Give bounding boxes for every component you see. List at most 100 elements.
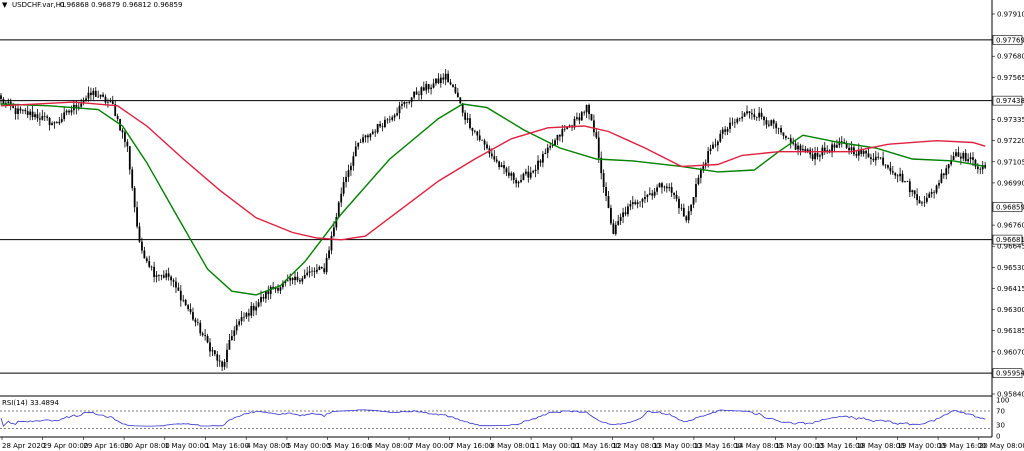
- candle-body: [289, 277, 292, 281]
- candle-body: [848, 147, 850, 151]
- candle-body: [170, 276, 172, 281]
- candle-body: [573, 118, 576, 128]
- candle-body: [870, 157, 872, 159]
- candle-body: [243, 316, 245, 318]
- candle-body: [507, 172, 510, 176]
- candle-body: [678, 198, 680, 209]
- candle-body: [415, 91, 418, 95]
- candle-body: [201, 333, 204, 336]
- candle-body: [102, 94, 104, 97]
- price-tick-label: 0.96185: [997, 327, 1024, 335]
- candle-body: [19, 108, 22, 111]
- candle-body: [738, 118, 741, 119]
- candle-body: [716, 141, 719, 146]
- candle-body: [245, 313, 248, 317]
- rsi-label: RSI(14) 33.4894: [2, 399, 59, 407]
- rsi-axis-ticks: 100 70 30 0: [996, 397, 1009, 441]
- candle-body: [967, 159, 970, 162]
- candle-body: [765, 120, 768, 125]
- candle-body: [218, 360, 221, 362]
- candle-body: [396, 113, 398, 116]
- candle-body: [850, 147, 853, 151]
- candle-body: [350, 165, 352, 171]
- candle-body: [495, 159, 498, 162]
- candle-body: [7, 101, 10, 103]
- candle-body: [670, 187, 673, 193]
- candle-body: [345, 177, 347, 183]
- candle-body: [420, 87, 423, 96]
- time-tick-label: 5 May 00:00: [287, 442, 331, 450]
- candle-body: [179, 290, 182, 301]
- time-tick-label: 15 May 00:00: [775, 442, 823, 450]
- candle-body: [43, 116, 46, 117]
- candle-body: [97, 96, 100, 98]
- candle-body: [128, 146, 131, 170]
- candle-body: [291, 277, 294, 281]
- candle-body: [281, 283, 284, 288]
- price-tick-label: 0.96300: [997, 306, 1024, 314]
- candle-body: [600, 157, 603, 174]
- candle-body: [247, 313, 250, 316]
- price-tick-label: 0.97680: [997, 53, 1024, 61]
- candle-body: [354, 146, 357, 157]
- candle-body: [447, 73, 450, 83]
- candle-body: [680, 207, 683, 209]
- candle-body: [213, 350, 216, 355]
- candle-body: [639, 201, 641, 203]
- candle-body: [162, 275, 165, 278]
- candle-body: [923, 201, 926, 203]
- candle-body: [60, 119, 63, 122]
- candle-body: [673, 192, 676, 195]
- rsi-tick-label: 0: [996, 433, 1000, 441]
- candle-body: [743, 113, 746, 117]
- candle-body: [721, 129, 724, 134]
- candle-body: [381, 126, 384, 127]
- candle-body: [777, 127, 780, 129]
- candle-body: [107, 102, 109, 103]
- candle-body: [588, 104, 590, 114]
- candle-body: [473, 130, 476, 132]
- candle-body: [192, 312, 194, 320]
- candle-body: [802, 149, 804, 151]
- candle-body: [955, 152, 957, 156]
- candle-body: [891, 171, 894, 173]
- candle-body: [753, 114, 756, 118]
- candle-body: [410, 97, 413, 102]
- candle-body: [150, 266, 153, 268]
- candle-body: [561, 129, 564, 137]
- candle-body: [510, 173, 513, 176]
- time-tick-label: 4 May 08:00: [246, 442, 290, 450]
- candle-body: [648, 193, 651, 195]
- candle-body: [158, 275, 160, 276]
- header-arrow-icon[interactable]: ▼: [2, 1, 8, 9]
- candle-body: [114, 104, 117, 117]
- candle-body: [697, 177, 700, 185]
- candle-body: [369, 133, 372, 138]
- moving-averages: [0, 101, 986, 296]
- candle-body: [325, 258, 328, 273]
- candle-body: [736, 118, 739, 123]
- candle-body: [823, 147, 826, 152]
- candle-body: [614, 224, 617, 234]
- candle-body: [269, 286, 272, 295]
- candle-body: [328, 250, 330, 259]
- candle-body: [189, 309, 192, 313]
- candle-body: [362, 137, 364, 143]
- candle-body: [908, 181, 911, 193]
- candle-body: [539, 160, 542, 163]
- candle-body: [391, 117, 394, 120]
- candle-body: [145, 258, 148, 262]
- candle-body: [957, 152, 960, 157]
- candle-body: [223, 362, 226, 367]
- candle-body: [65, 110, 68, 113]
- candle-body: [437, 78, 440, 84]
- candle-body: [699, 169, 702, 178]
- price-tick-label: 0.97335: [997, 116, 1024, 124]
- candle-body: [537, 160, 539, 170]
- candle-body: [388, 119, 391, 121]
- candle-body: [836, 145, 838, 148]
- candle-body: [471, 128, 474, 131]
- candle-body: [857, 149, 860, 156]
